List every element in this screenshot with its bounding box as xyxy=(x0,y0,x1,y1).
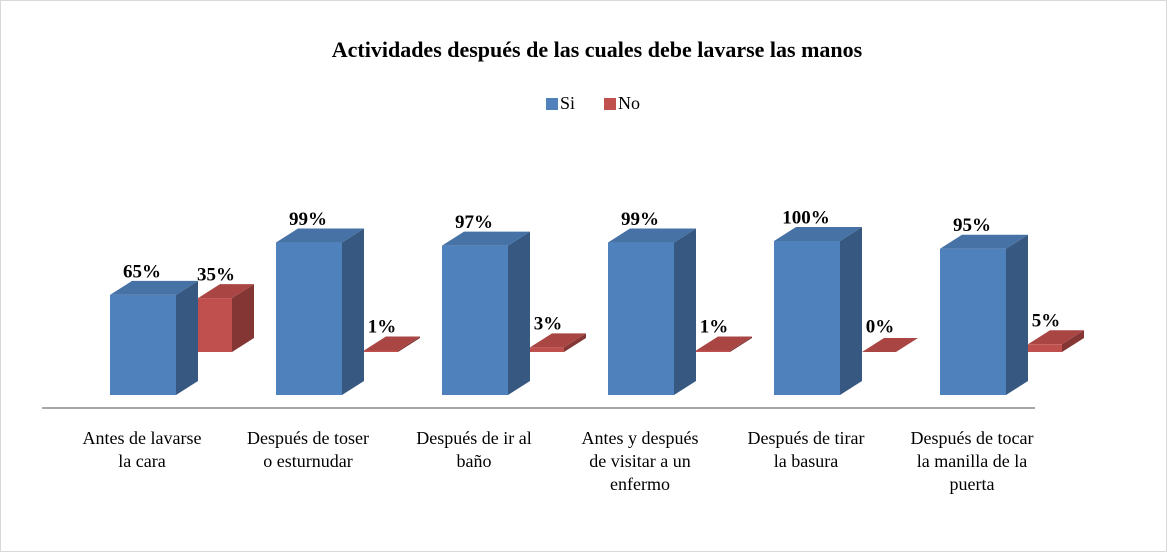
bar xyxy=(940,234,1028,395)
bar-front xyxy=(276,242,342,395)
value-label: 5% xyxy=(1032,311,1061,332)
bar-top xyxy=(774,227,862,241)
bar xyxy=(364,336,420,352)
bar-front xyxy=(442,245,508,395)
chart-title: Actividades después de las cuales debe l… xyxy=(332,37,863,62)
x-tick-label: Antes de lavarse la cara xyxy=(83,428,202,471)
bar-top xyxy=(940,234,1028,249)
value-label: 65% xyxy=(123,261,161,282)
bar-side xyxy=(840,227,862,395)
x-tick-label: Después de tirar la basura xyxy=(748,428,865,471)
value-label: 97% xyxy=(455,212,493,233)
bar-top xyxy=(442,231,530,246)
bar xyxy=(442,231,530,395)
value-label: 3% xyxy=(534,314,563,335)
bar-side xyxy=(398,336,420,352)
bar xyxy=(774,227,862,395)
value-label: 95% xyxy=(953,215,991,236)
bar-top xyxy=(276,228,364,243)
value-label: 99% xyxy=(621,209,659,230)
bar-side xyxy=(176,280,198,395)
bar-side xyxy=(674,228,696,395)
bar-front xyxy=(608,242,674,395)
bar-front xyxy=(530,347,564,352)
bar-side xyxy=(342,228,364,395)
bar-front xyxy=(110,294,176,395)
bar xyxy=(276,228,364,395)
bar-front xyxy=(774,241,840,395)
bar-top xyxy=(862,338,918,352)
bar-top xyxy=(530,333,586,348)
bar xyxy=(198,284,254,352)
bar-top xyxy=(608,228,696,243)
legend-label: No xyxy=(618,93,640,113)
bar xyxy=(1028,330,1084,352)
legend-label: Si xyxy=(560,93,575,113)
bar-top xyxy=(1028,330,1084,345)
bar-side xyxy=(564,333,586,352)
x-tick-label: Después de ir al baño xyxy=(416,428,531,471)
value-label: 100% xyxy=(782,207,830,228)
legend-swatch xyxy=(546,98,558,110)
bar xyxy=(862,338,918,353)
value-label: 99% xyxy=(289,209,327,230)
bar-side xyxy=(730,336,752,352)
bar xyxy=(530,333,586,352)
value-label: 35% xyxy=(197,264,235,285)
x-tick-label: Antes y después de visitar a un enfermo xyxy=(582,428,699,494)
bar-front xyxy=(696,350,730,352)
bar-front xyxy=(1028,344,1062,352)
bar-top xyxy=(696,336,752,351)
bar-front xyxy=(364,350,398,352)
bar-side xyxy=(508,231,530,395)
bar-top xyxy=(198,284,254,299)
bar-front xyxy=(198,298,232,352)
bar-top xyxy=(110,280,198,295)
value-label: 0% xyxy=(866,316,895,337)
bar xyxy=(110,280,198,395)
bar xyxy=(608,228,696,395)
bar-side xyxy=(1062,330,1084,352)
bar xyxy=(696,336,752,352)
x-tick-label: Después de toser o esturnudar xyxy=(247,428,369,471)
x-tick-label: Después de tocar la manilla de la puerta xyxy=(911,428,1034,494)
value-label: 1% xyxy=(700,316,729,337)
bar-top xyxy=(364,336,420,351)
value-label: 1% xyxy=(368,316,397,337)
legend-swatch xyxy=(604,98,616,110)
bar-front xyxy=(940,248,1006,395)
bar-side xyxy=(1006,234,1028,395)
bar-side xyxy=(232,284,254,352)
